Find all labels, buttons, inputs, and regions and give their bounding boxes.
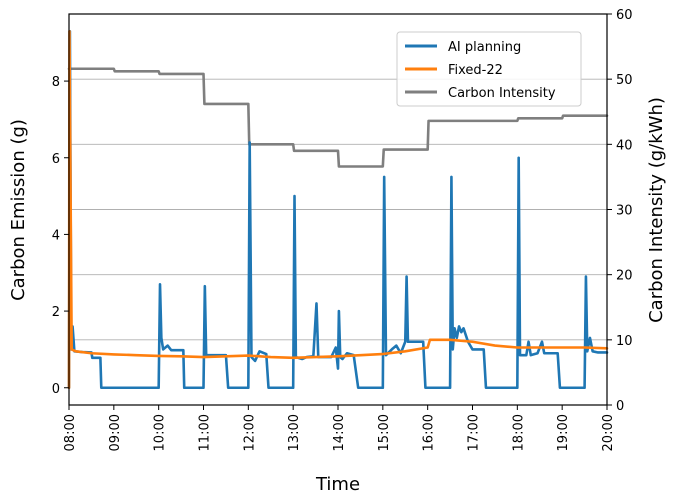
y-axis-right: 0 10 20 30 40 50 60 [607, 8, 633, 414]
y-right-tick-label: 0 [616, 399, 624, 414]
y-left-tick-label: 2 [52, 305, 60, 320]
y-right-tick-label: 30 [616, 204, 633, 219]
x-tick-label: 12:00 [242, 414, 257, 451]
x-tick-label: 14:00 [332, 414, 347, 451]
x-axis-label: Time [315, 474, 360, 495]
legend-label-fixed-22: Fixed-22 [448, 63, 503, 78]
legend-label-carbon-intensity: Carbon Intensity [448, 86, 556, 101]
x-tick-label: 09:00 [108, 414, 123, 451]
x-tick-label: 08:00 [63, 414, 78, 451]
y-axis-right-label: Carbon Intensity (g/kWh) [646, 97, 667, 323]
y-left-tick-label: 4 [52, 228, 60, 243]
y-right-tick-label: 60 [616, 8, 633, 23]
x-tick-label: 19:00 [556, 414, 571, 451]
x-tick-label: 10:00 [153, 414, 168, 451]
x-tick-label: 15:00 [377, 414, 392, 451]
x-tick-label: 17:00 [467, 414, 482, 451]
y-left-tick-label: 0 [52, 382, 60, 397]
y-right-tick-label: 40 [616, 138, 633, 153]
y-axis-left: 0 2 4 6 8 [52, 75, 69, 397]
legend-label-ai-planning: AI planning [448, 40, 521, 55]
x-axis: 08:00 09:00 10:00 11:00 12:00 13:00 14:00 15:00… [63, 405, 616, 451]
y-right-tick-label: 10 [616, 334, 633, 349]
x-tick-label: 13:00 [287, 414, 302, 451]
x-tick-label: 20:00 [601, 414, 616, 451]
y-axis-left-label: Carbon Emission (g) [8, 119, 29, 301]
y-right-tick-label: 50 [616, 73, 633, 88]
x-tick-label: 11:00 [198, 414, 213, 451]
y-right-tick-label: 20 [616, 269, 633, 284]
legend: AI planning Fixed-22 Carbon Intensity [396, 31, 582, 107]
legend-box [396, 31, 582, 107]
y-left-tick-label: 8 [52, 75, 60, 90]
series-line-carbon-intensity [67, 67, 609, 168]
y-left-tick-label: 6 [52, 152, 60, 167]
series-layer [67, 29, 609, 390]
series-line-fixed-22 [67, 29, 609, 390]
x-tick-label: 16:00 [422, 414, 437, 451]
x-tick-label: 18:00 [511, 414, 526, 451]
